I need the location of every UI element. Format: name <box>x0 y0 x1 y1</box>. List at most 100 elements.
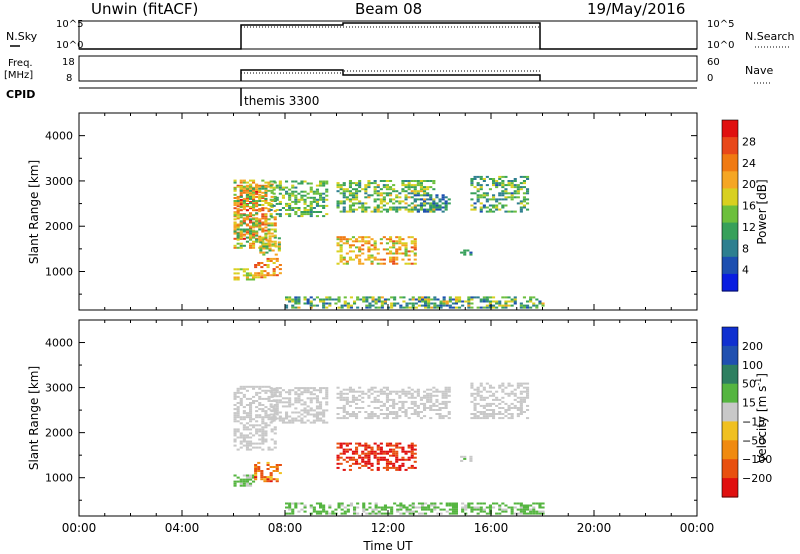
velocity-cell <box>257 461 261 464</box>
power-cell <box>261 197 265 199</box>
power-cell <box>399 306 403 309</box>
power-cell <box>249 242 253 245</box>
velocity-cell <box>312 510 316 513</box>
power-cell <box>331 298 335 301</box>
power-cell <box>529 306 533 309</box>
velocity-cell <box>513 407 517 409</box>
velocity-cell <box>242 416 246 419</box>
velocity-cell <box>417 512 421 515</box>
velocity-cell <box>300 403 304 406</box>
velocity-cell <box>242 474 246 477</box>
power-cell <box>315 296 319 299</box>
velocity-cell <box>345 400 349 403</box>
velocity-cell <box>441 396 445 399</box>
power-cell <box>519 182 523 185</box>
power-cell <box>233 212 237 215</box>
power-cell <box>356 306 360 309</box>
power-cell <box>291 209 295 211</box>
power-cell <box>393 304 397 307</box>
power-cell <box>328 302 332 305</box>
power-cell <box>255 200 259 202</box>
power-cell <box>233 222 237 225</box>
power-cell <box>239 237 243 240</box>
power-cell <box>423 180 427 182</box>
velocity-cell <box>245 414 249 417</box>
power-colorbar-label: Power [dB] <box>755 179 769 244</box>
velocity-cell <box>258 438 262 441</box>
power-cell <box>492 180 496 182</box>
velocity-cell <box>269 387 273 390</box>
power-cell <box>349 304 353 307</box>
power-cell <box>401 180 405 182</box>
power-cell <box>399 304 403 307</box>
velocity-cell <box>336 466 340 469</box>
power-cell <box>263 270 267 273</box>
power-cell <box>245 276 249 279</box>
velocity-cell <box>404 409 408 411</box>
power-cell <box>454 302 458 305</box>
velocity-cell <box>473 417 477 420</box>
power-cell <box>476 196 480 199</box>
power-cell <box>261 195 265 198</box>
velocity-cell <box>398 442 402 445</box>
velocity-cell <box>358 462 362 465</box>
velocity-cell <box>479 390 483 393</box>
power-cell <box>271 243 275 246</box>
power-cell <box>519 188 523 191</box>
velocity-cell <box>275 466 279 468</box>
velocity-cell <box>390 508 394 511</box>
velocity-cell <box>370 388 374 391</box>
velocity-cell <box>408 512 412 515</box>
velocity-cell <box>461 502 465 505</box>
velocity-cell <box>261 442 265 445</box>
velocity-cell <box>371 510 375 513</box>
velocity-cell <box>343 506 347 509</box>
velocity-cell <box>382 456 386 459</box>
power-cell <box>255 238 259 241</box>
power-cell <box>389 238 393 241</box>
velocity-cell <box>498 508 502 511</box>
power-cell <box>355 208 359 211</box>
power-cell <box>364 188 368 191</box>
velocity-cell <box>239 478 243 481</box>
velocity-cell <box>300 417 304 420</box>
velocity-cell <box>233 395 237 398</box>
velocity-cell <box>303 403 307 406</box>
power-cell <box>401 188 405 191</box>
power-cell <box>504 210 508 213</box>
power-cell <box>285 296 289 299</box>
power-cell <box>504 304 508 307</box>
velocity-cell <box>239 432 243 435</box>
power-cell <box>334 302 338 305</box>
power-cell <box>389 188 393 191</box>
velocity-cell <box>269 417 273 420</box>
velocity-cell <box>398 415 402 418</box>
power-cell <box>507 196 511 199</box>
velocity-cell <box>516 415 520 418</box>
velocity-cell <box>398 396 402 399</box>
power-cell <box>342 182 346 185</box>
power-cell <box>532 296 536 299</box>
velocity-cell <box>233 438 237 441</box>
power-cell <box>510 194 514 197</box>
velocity-cell <box>476 388 480 391</box>
power-cell <box>249 230 253 233</box>
power-cell <box>407 236 411 239</box>
power-cell <box>233 230 237 233</box>
power-cell <box>510 304 514 307</box>
power-cell <box>495 184 499 187</box>
power-cell <box>510 192 514 195</box>
power-cell <box>436 298 440 301</box>
velocity-cell <box>467 504 471 507</box>
velocity-cell <box>429 388 433 391</box>
velocity-cell <box>273 426 277 429</box>
velocity-cell <box>353 510 357 513</box>
power-cell <box>529 296 533 299</box>
velocity-cell <box>413 404 417 407</box>
search-tick-high: 10^5 <box>707 19 734 30</box>
power-cell <box>319 182 323 185</box>
power-cell <box>275 209 279 211</box>
power-cell <box>336 190 340 193</box>
velocity-cell <box>365 512 369 515</box>
power-cell <box>470 298 474 301</box>
